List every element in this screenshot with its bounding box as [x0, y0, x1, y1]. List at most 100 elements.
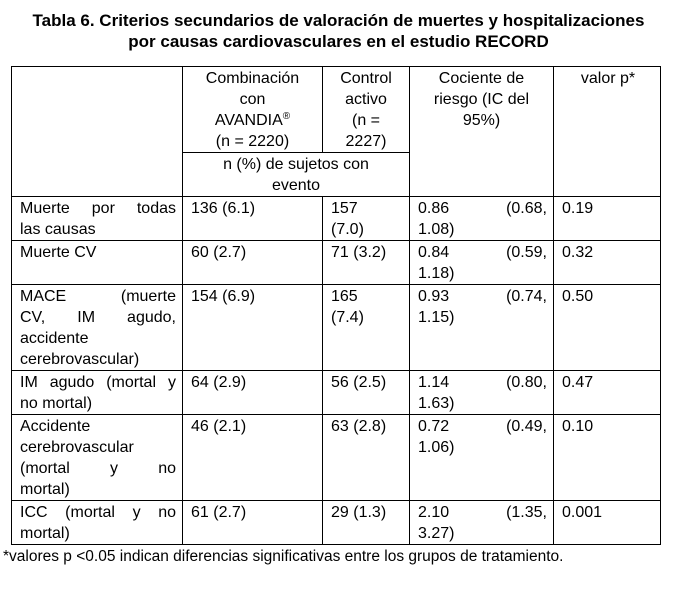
p-value: 0.50 [553, 284, 661, 371]
control-value-line: 63 (2.8) [331, 418, 387, 435]
row-label: Muerte CV [11, 240, 183, 285]
hazard-ratio-value: 2.10 (1.35, 3.27) [409, 500, 554, 545]
header-control-line: activo [345, 91, 387, 108]
control-value-line: (7.0) [331, 221, 364, 238]
row-label-line: MACE (muerte [20, 288, 176, 305]
row-label-line: mortal) [20, 525, 70, 542]
row-label-line: accidente [20, 330, 89, 347]
row-label-line: no mortal) [20, 395, 93, 412]
avandia-value: 64 (2.9) [182, 370, 323, 415]
row-label-line: Muerte por todas [20, 200, 176, 217]
subheader-line: evento [271, 177, 321, 194]
header-avandia-line: Combinación [205, 70, 300, 87]
hazard-ratio-ci-upper: 1.15) [418, 309, 455, 326]
p-value: 0.10 [553, 414, 661, 501]
header-control-line: (n = [351, 112, 380, 129]
row-label: MACE (muerte CV, IM agudo, accidente cerebr… [11, 284, 183, 371]
hazard-ratio-estimate: 0.93 [418, 288, 450, 305]
registered-mark: ® [282, 111, 291, 122]
title-line-1: Tabla 6. Criterios secundarios de valora… [32, 11, 645, 30]
row-label-line: cerebrovascular [20, 439, 134, 456]
table-row: ICC (mortal y no mortal) 61 (2.7) 29 (1.3) 2… [11, 500, 661, 545]
row-label: ICC (mortal y no mortal) [11, 500, 183, 545]
hazard-ratio-ci-lower: (1.35, [506, 504, 547, 521]
control-value: 157 (7.0) [322, 196, 410, 241]
p-value: 0.19 [553, 196, 661, 241]
control-value: 63 (2.8) [322, 414, 410, 501]
row-label-line: (mortal y no [20, 460, 176, 477]
row-label-line: ICC (mortal y no [20, 504, 176, 521]
table-row: Muerte por todas las causas 136 (6.1) 157 (7… [11, 196, 661, 241]
hazard-ratio-line: 0.84 (0.59, [418, 242, 547, 263]
header-hr-line: 95%) [462, 112, 501, 129]
row-label-line: mortal) [20, 481, 70, 498]
header-control: Control activo (n = 2227) [322, 66, 410, 153]
hazard-ratio-ci-lower: (0.68, [506, 200, 547, 217]
row-label-line: Muerte CV [20, 244, 97, 261]
table-body: Muerte por todas las causas 136 (6.1) 157 (7… [11, 196, 661, 545]
p-value: 0.47 [553, 370, 661, 415]
row-label: Muerte por todas las causas [11, 196, 183, 241]
hazard-ratio-ci-upper: 1.06) [418, 439, 455, 456]
hazard-ratio-line: 2.10 (1.35, [418, 502, 547, 523]
row-label-line: Accidente [20, 418, 91, 435]
hazard-ratio-ci-upper: 1.18) [418, 265, 455, 282]
subheader-cell: n (%) de sujetos con evento [182, 152, 410, 197]
control-value-line: 157 [331, 200, 358, 217]
header-control-line: Control [340, 70, 392, 87]
results-table: Combinación con AVANDIA® (n = 2220) Cont… [11, 66, 661, 545]
p-value: 0.001 [553, 500, 661, 545]
table-row: Muerte CV 60 (2.7) 71 (3.2) 0.84 (0.59, 1.18)… [11, 240, 661, 285]
hazard-ratio-ci-lower: (0.74, [506, 288, 547, 305]
hazard-ratio-ci-lower: (0.49, [506, 418, 547, 435]
table-title: Tabla 6. Criterios secundarios de valora… [0, 10, 677, 52]
control-value-line: 29 (1.3) [331, 504, 387, 521]
hazard-ratio-ci-lower: (0.59, [506, 244, 547, 261]
header-avandia-line: con [239, 91, 266, 108]
p-value: 0.32 [553, 240, 661, 285]
control-value-line: 165 [331, 288, 358, 305]
hazard-ratio-estimate: 2.10 [418, 504, 450, 521]
header-hr-line: riesgo (IC del [433, 91, 530, 108]
header-row: Combinación con AVANDIA® (n = 2220) Cont… [11, 66, 661, 197]
title-line-2: por causas cardiovasculares en el estudi… [128, 32, 549, 51]
hazard-ratio-ci-upper: 3.27) [418, 525, 455, 542]
avandia-value: 136 (6.1) [182, 196, 323, 241]
control-value-line: (7.4) [331, 309, 364, 326]
control-value: 29 (1.3) [322, 500, 410, 545]
header-hazard-ratio: Cociente de riesgo (IC del 95%) [409, 66, 554, 197]
subheader-row: n (%) de sujetos con evento [12, 152, 661, 197]
header-p-value: valor p* [553, 66, 661, 197]
table-row: MACE (muerte CV, IM agudo, accidente cerebr… [11, 284, 661, 371]
table-row: IM agudo (mortal y no mortal) 64 (2.9) 56 (… [11, 370, 661, 415]
subheader-line: n (%) de sujetos con [223, 156, 369, 173]
header-control-line: 2227) [345, 133, 387, 150]
control-value-line: 56 (2.5) [331, 374, 387, 391]
row-label-line: las causas [20, 221, 96, 238]
row-label-line: cerebrovascular) [20, 351, 140, 368]
hazard-ratio-estimate: 0.86 [418, 200, 450, 217]
hazard-ratio-value: 0.86 (0.68, 1.08) [409, 196, 554, 241]
header-avandia: Combinación con AVANDIA® (n = 2220) [182, 66, 323, 153]
hazard-ratio-value: 1.14 (0.80, 1.63) [409, 370, 554, 415]
row-label: IM agudo (mortal y no mortal) [11, 370, 183, 415]
header-empty-cell [11, 66, 183, 197]
hazard-ratio-ci-lower: (0.80, [506, 374, 547, 391]
header-avandia-line: (n = 2220) [215, 133, 290, 150]
header-p-line: valor p* [580, 70, 636, 87]
hazard-ratio-ci-upper: 1.63) [418, 395, 455, 412]
row-label-line: IM agudo (mortal y [20, 374, 176, 391]
footnote: *valores p <0.05 indican diferencias sig… [3, 548, 564, 565]
hazard-ratio-value: 0.72 (0.49, 1.06) [409, 414, 554, 501]
header-hr-line: Cociente de [438, 70, 525, 87]
brand-name: AVANDIA [214, 112, 283, 129]
avandia-value: 61 (2.7) [182, 500, 323, 545]
hazard-ratio-line: 0.93 (0.74, [418, 286, 547, 307]
table-row: Accidente cerebrovascular (mortal y no mort… [11, 414, 661, 501]
hazard-ratio-ci-upper: 1.08) [418, 221, 455, 238]
row-label-line: CV, IM agudo, [20, 309, 176, 326]
avandia-value: 154 (6.9) [182, 284, 323, 371]
hazard-ratio-value: 0.84 (0.59, 1.18) [409, 240, 554, 285]
avandia-value: 60 (2.7) [182, 240, 323, 285]
hazard-ratio-line: 1.14 (0.80, [418, 372, 547, 393]
